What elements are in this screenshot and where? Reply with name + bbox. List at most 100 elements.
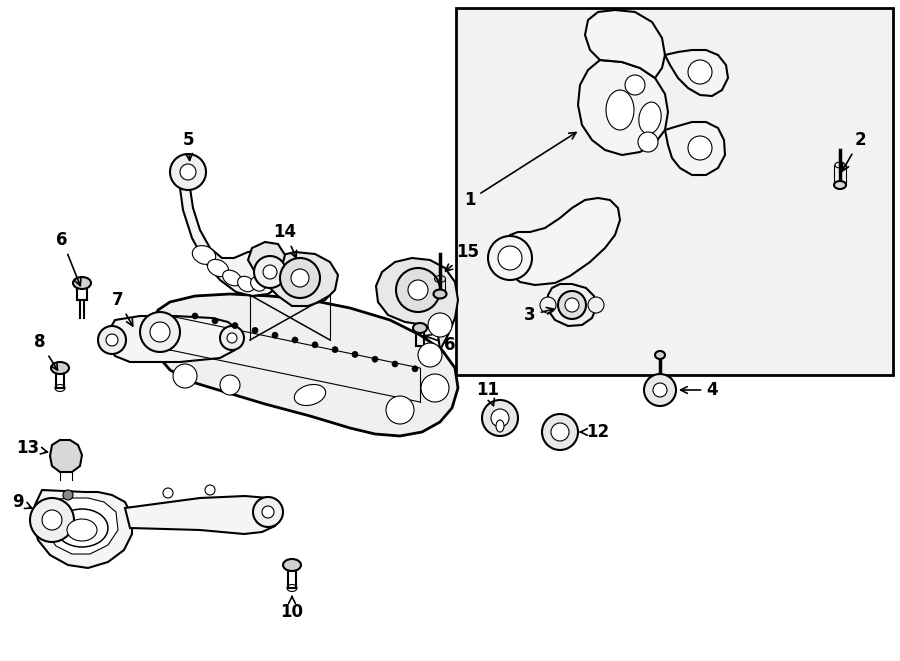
Circle shape <box>252 327 258 333</box>
Circle shape <box>688 136 712 160</box>
Circle shape <box>312 342 318 348</box>
Circle shape <box>653 383 667 397</box>
Circle shape <box>263 265 277 279</box>
Circle shape <box>272 332 278 338</box>
Polygon shape <box>585 10 665 78</box>
Text: 3: 3 <box>524 306 554 324</box>
Ellipse shape <box>261 273 274 287</box>
Circle shape <box>292 337 298 343</box>
Text: 9: 9 <box>13 493 32 511</box>
Bar <box>456 8 893 375</box>
Polygon shape <box>152 294 458 436</box>
Text: 6: 6 <box>425 334 455 354</box>
Text: 11: 11 <box>476 381 500 406</box>
Circle shape <box>386 396 414 424</box>
Ellipse shape <box>834 181 846 189</box>
Polygon shape <box>46 498 118 554</box>
Polygon shape <box>665 122 725 175</box>
Ellipse shape <box>434 290 446 299</box>
Text: 1: 1 <box>464 132 576 209</box>
Circle shape <box>491 409 509 427</box>
Ellipse shape <box>67 519 97 541</box>
Circle shape <box>253 497 283 527</box>
Ellipse shape <box>283 559 301 571</box>
Circle shape <box>565 298 579 312</box>
Circle shape <box>42 510 62 530</box>
Circle shape <box>688 60 712 84</box>
Circle shape <box>412 366 418 371</box>
Circle shape <box>428 313 452 337</box>
Ellipse shape <box>51 362 69 374</box>
Polygon shape <box>248 242 285 276</box>
Ellipse shape <box>222 270 241 286</box>
Circle shape <box>220 375 240 395</box>
Text: 13: 13 <box>16 439 48 457</box>
Ellipse shape <box>193 246 216 264</box>
Circle shape <box>498 246 522 270</box>
Polygon shape <box>548 284 596 326</box>
Text: 8: 8 <box>34 333 58 370</box>
Ellipse shape <box>56 509 108 547</box>
Polygon shape <box>180 162 285 296</box>
Polygon shape <box>505 198 620 285</box>
Ellipse shape <box>639 102 662 134</box>
Polygon shape <box>578 60 668 155</box>
Circle shape <box>170 154 206 190</box>
Circle shape <box>644 374 676 406</box>
Polygon shape <box>50 440 82 472</box>
Ellipse shape <box>250 277 266 291</box>
Circle shape <box>227 333 237 343</box>
Ellipse shape <box>496 420 504 432</box>
Circle shape <box>173 364 197 388</box>
Circle shape <box>588 297 604 313</box>
Ellipse shape <box>208 259 229 276</box>
Polygon shape <box>33 490 132 568</box>
Polygon shape <box>125 496 280 534</box>
Circle shape <box>140 312 180 352</box>
Text: 12: 12 <box>580 423 609 441</box>
Circle shape <box>408 280 428 300</box>
Circle shape <box>212 318 218 324</box>
Circle shape <box>192 313 198 319</box>
Circle shape <box>262 506 274 518</box>
Ellipse shape <box>238 276 255 292</box>
Circle shape <box>625 75 645 95</box>
Ellipse shape <box>73 277 91 289</box>
Circle shape <box>392 361 398 367</box>
Circle shape <box>232 323 238 329</box>
Circle shape <box>291 269 309 287</box>
Circle shape <box>488 236 532 280</box>
Circle shape <box>352 352 358 358</box>
Polygon shape <box>376 258 458 350</box>
Circle shape <box>396 268 440 312</box>
Circle shape <box>106 334 118 346</box>
Circle shape <box>542 414 578 450</box>
Text: 15: 15 <box>446 243 480 271</box>
Polygon shape <box>108 316 240 362</box>
Ellipse shape <box>606 90 634 130</box>
Circle shape <box>280 258 320 298</box>
Text: 6: 6 <box>56 231 81 286</box>
Circle shape <box>180 164 196 180</box>
Circle shape <box>418 343 442 367</box>
Circle shape <box>254 256 286 288</box>
Text: 2: 2 <box>842 131 866 171</box>
Circle shape <box>150 322 170 342</box>
Text: 10: 10 <box>281 596 303 621</box>
Circle shape <box>540 297 556 313</box>
Circle shape <box>98 326 126 354</box>
Circle shape <box>372 356 378 362</box>
Polygon shape <box>265 252 338 306</box>
Circle shape <box>332 346 338 352</box>
Ellipse shape <box>413 323 427 333</box>
Text: 4: 4 <box>680 381 718 399</box>
Circle shape <box>558 291 586 319</box>
Circle shape <box>30 498 74 542</box>
Ellipse shape <box>655 351 665 359</box>
Text: 5: 5 <box>182 131 194 161</box>
Circle shape <box>63 490 73 500</box>
Circle shape <box>638 132 658 152</box>
Ellipse shape <box>294 385 326 405</box>
Circle shape <box>421 374 449 402</box>
Circle shape <box>551 423 569 441</box>
